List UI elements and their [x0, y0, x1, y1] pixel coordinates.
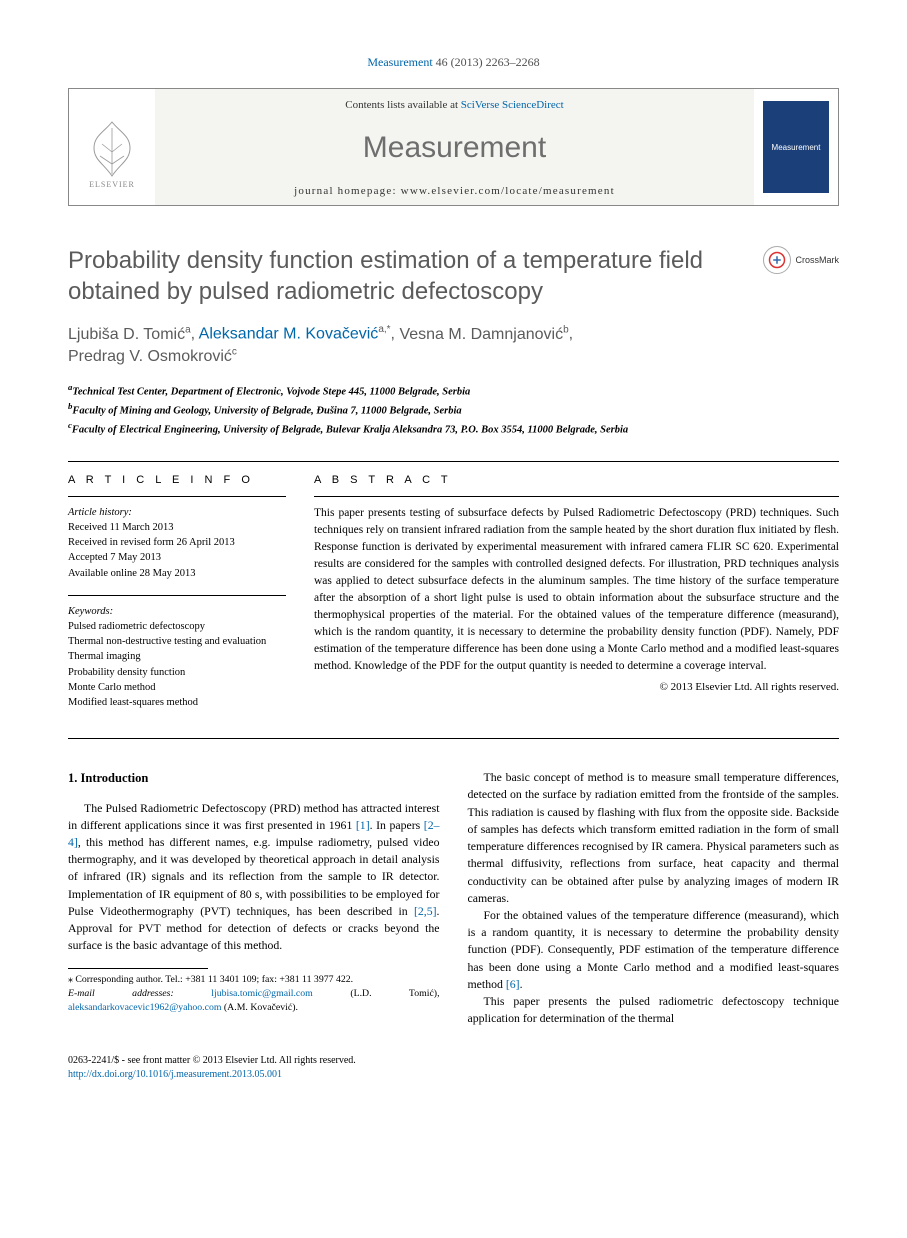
cover-thumb-cell: Measurement	[754, 89, 838, 205]
crossmark-icon	[763, 246, 791, 274]
keywords-label: Keywords:	[68, 604, 286, 619]
affiliations: aTechnical Test Center, Department of El…	[68, 381, 839, 439]
abstract-column: A B S T R A C T This paper presents test…	[314, 474, 839, 725]
keyword-4: Monte Carlo method	[68, 680, 286, 695]
contents-prefix: Contents lists available at	[345, 99, 460, 111]
history-0: Received 11 March 2013	[68, 520, 286, 535]
header-center: Contents lists available at SciVerse Sci…	[155, 89, 754, 205]
publisher-logo-cell: ELSEVIER	[69, 89, 155, 205]
info-rule	[68, 496, 286, 497]
keyword-5: Modified least-squares method	[68, 695, 286, 710]
homepage-line: journal homepage: www.elsevier.com/locat…	[294, 185, 615, 197]
homepage-label: journal homepage:	[294, 185, 401, 197]
email-0-who: (L.D. Tomić)	[350, 988, 437, 999]
elsevier-logo: ELSEVIER	[80, 105, 144, 189]
top-rule	[68, 461, 839, 462]
info-abstract-row: A R T I C L E I N F O Article history: R…	[68, 474, 839, 725]
email-label: E-mail addresses:	[68, 988, 174, 999]
issn-line: 0263-2241/$ - see front matter © 2013 El…	[68, 1054, 839, 1068]
body-columns: 1. Introduction The Pulsed Radiometric D…	[68, 769, 839, 1027]
section-1-heading: 1. Introduction	[68, 769, 440, 787]
elsevier-tree-icon	[84, 118, 140, 180]
history-3: Available online 28 May 2013	[68, 566, 286, 581]
author-1-sup: a,*	[378, 324, 390, 335]
citation-journal-link[interactable]: Measurement	[367, 55, 432, 69]
corresponding-footnote: ⁎ Corresponding author. Tel.: +381 11 34…	[68, 973, 440, 1014]
affiliation-c: cFaculty of Electrical Engineering, Univ…	[68, 419, 839, 438]
journal-header-box: ELSEVIER Contents lists available at Sci…	[68, 88, 839, 206]
author-3: Predrag V. Osmokrovićc	[68, 348, 237, 365]
left-para-0: The Pulsed Radiometric Defectoscopy (PRD…	[68, 800, 440, 955]
abstract-text: This paper presents testing of subsurfac…	[314, 505, 839, 675]
right-para-0: The basic concept of method is to measur…	[468, 769, 840, 907]
article-info-heading: A R T I C L E I N F O	[68, 474, 286, 486]
footnote-rule	[68, 968, 208, 969]
affiliation-b: bFaculty of Mining and Geology, Universi…	[68, 400, 839, 419]
email-0[interactable]: ljubisa.tomic@gmail.com	[211, 988, 313, 999]
keywords-block: Keywords: Pulsed radiometric defectoscop…	[68, 604, 286, 711]
right-para-2: This paper presents the pulsed radiometr…	[468, 993, 840, 1027]
page-root: Measurement 46 (2013) 2263–2268 ELSEVIER…	[0, 0, 907, 1122]
abstract-rule	[314, 496, 839, 497]
history-2: Accepted 7 May 2013	[68, 550, 286, 565]
email-1-who: (A.M. Kovačević).	[224, 1002, 298, 1013]
affiliation-a: aTechnical Test Center, Department of El…	[68, 381, 839, 400]
citation-volpages: 46 (2013) 2263–2268	[433, 55, 540, 69]
body-left-column: 1. Introduction The Pulsed Radiometric D…	[68, 769, 440, 1027]
body-right-column: The basic concept of method is to measur…	[468, 769, 840, 1027]
authors-line: Ljubiša D. Tomića, Aleksandar M. Kovačev…	[68, 323, 839, 368]
abstract-copyright: © 2013 Elsevier Ltd. All rights reserved…	[314, 681, 839, 693]
right-para-1: For the obtained values of the temperatu…	[468, 907, 840, 993]
author-2: Vesna M. Damnjanovićb	[399, 326, 568, 343]
keyword-1: Thermal non-destructive testing and eval…	[68, 634, 286, 649]
keywords-rule	[68, 595, 286, 596]
title-row: Probability density function estimation …	[68, 246, 839, 307]
history-label: Article history:	[68, 505, 286, 520]
top-citation: Measurement 46 (2013) 2263–2268	[68, 55, 839, 70]
bottom-rule	[68, 738, 839, 739]
sciencedirect-link[interactable]: SciVerse ScienceDirect	[461, 99, 564, 111]
keyword-3: Probability density function	[68, 665, 286, 680]
contents-line: Contents lists available at SciVerse Sci…	[345, 99, 563, 111]
email-line: E-mail addresses: ljubisa.tomic@gmail.co…	[68, 987, 440, 1014]
homepage-url: www.elsevier.com/locate/measurement	[401, 185, 615, 197]
crossmark-label: CrossMark	[795, 255, 839, 265]
crossmark-widget[interactable]: CrossMark	[763, 246, 839, 274]
page-footer: 0263-2241/$ - see front matter © 2013 El…	[68, 1054, 839, 1082]
keyword-2: Thermal imaging	[68, 649, 286, 664]
corr-author-line: ⁎ Corresponding author. Tel.: +381 11 34…	[68, 973, 440, 987]
article-history: Article history: Received 11 March 2013 …	[68, 505, 286, 581]
abstract-heading: A B S T R A C T	[314, 474, 839, 486]
journal-name: Measurement	[363, 131, 546, 165]
keyword-0: Pulsed radiometric defectoscopy	[68, 619, 286, 634]
article-title: Probability density function estimation …	[68, 246, 708, 307]
history-1: Received in revised form 26 April 2013	[68, 535, 286, 550]
email-1[interactable]: aleksandarkovacevic1962@yahoo.com	[68, 1002, 221, 1013]
author-1-link[interactable]: Aleksandar M. Kovačević	[199, 326, 379, 343]
cover-thumbnail: Measurement	[763, 101, 829, 193]
article-info-column: A R T I C L E I N F O Article history: R…	[68, 474, 286, 725]
author-0: Ljubiša D. Tomića	[68, 326, 191, 343]
doi-link[interactable]: http://dx.doi.org/10.1016/j.measurement.…	[68, 1069, 282, 1080]
publisher-name: ELSEVIER	[89, 180, 135, 189]
